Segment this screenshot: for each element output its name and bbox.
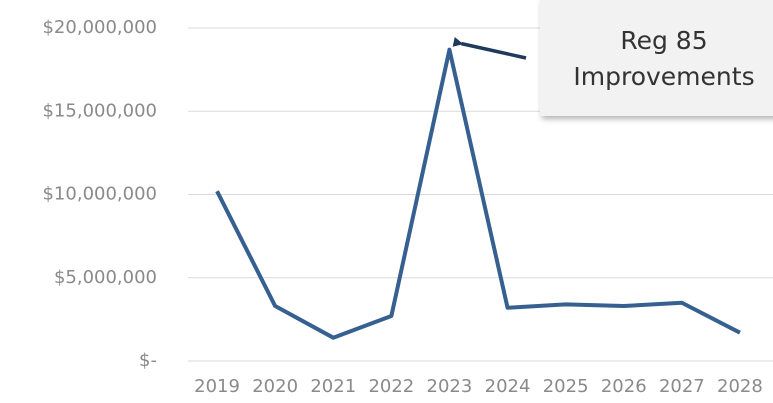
y-tick-label: $10,000,000 bbox=[42, 184, 157, 205]
x-tick-label: 2023 bbox=[427, 376, 473, 397]
annotation-text: Improvements bbox=[573, 62, 754, 91]
annotation-box bbox=[540, 0, 773, 116]
x-tick-label: 2026 bbox=[601, 376, 647, 397]
x-tick-label: 2027 bbox=[659, 376, 705, 397]
y-tick-label: $5,000,000 bbox=[54, 267, 157, 288]
x-tick-label: 2021 bbox=[310, 376, 356, 397]
x-tick-label: 2022 bbox=[368, 376, 414, 397]
x-tick-label: 2019 bbox=[194, 376, 240, 397]
x-tick-label: 2024 bbox=[485, 376, 531, 397]
y-tick-label: $- bbox=[139, 350, 157, 371]
annotation-text: Reg 85 bbox=[620, 26, 707, 55]
x-tick-label: 2028 bbox=[717, 376, 763, 397]
annotation-arrow bbox=[452, 37, 527, 60]
x-tick-label: 2025 bbox=[543, 376, 589, 397]
y-tick-label: $15,000,000 bbox=[42, 100, 157, 121]
x-tick-label: 2020 bbox=[252, 376, 298, 397]
y-tick-label: $20,000,000 bbox=[42, 17, 157, 38]
line bbox=[215, 47, 741, 340]
